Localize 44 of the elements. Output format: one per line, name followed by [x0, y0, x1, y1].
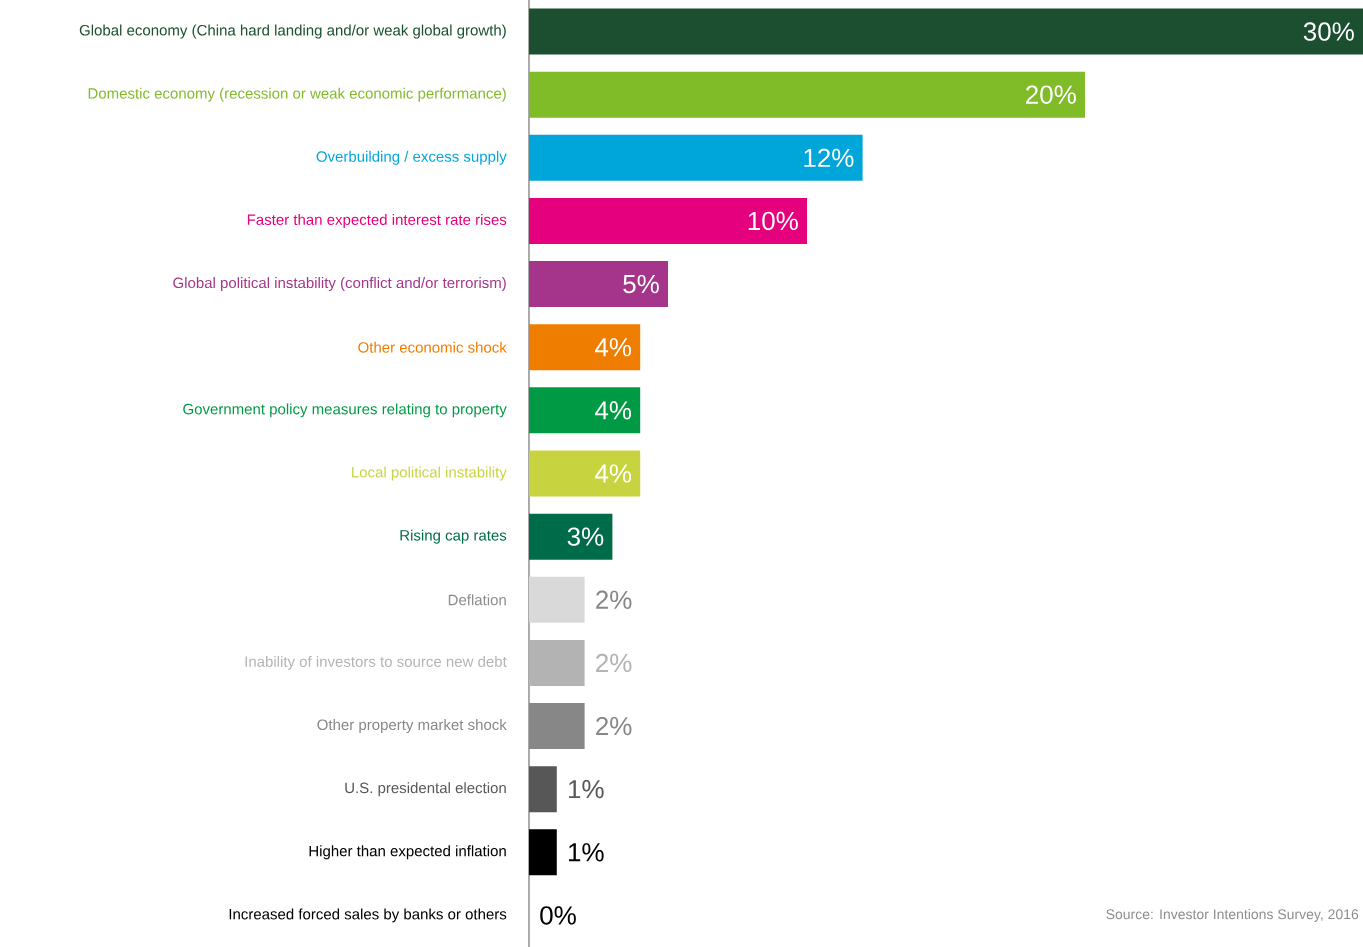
bar: [529, 8, 1363, 55]
data-label: 12%: [804, 148, 854, 167]
bar: [529, 71, 1086, 118]
data-label: 2%: [596, 590, 632, 609]
y-tick-label: Other property market shock: [317, 719, 507, 734]
data-label: 2%: [596, 716, 632, 736]
y-tick-label: Domestic economy (recession or weak economic performance): [88, 87, 506, 102]
y-tick-label: Rising cap rates: [400, 529, 507, 544]
data-label: 4%: [595, 338, 632, 357]
data-label: 0%: [540, 906, 576, 925]
data-label: 1%: [568, 843, 604, 862]
data-label: 10%: [748, 211, 798, 231]
y-tick-label: Increased forced sales by banks or others: [229, 908, 507, 923]
y-tick-label: Government policy measures relating to property: [183, 403, 507, 418]
data-label: 2%: [596, 653, 632, 673]
y-tick-label: Global political instability (conflict and/or terrorism): [173, 277, 506, 292]
y-tick-label: Other economic shock: [358, 341, 507, 353]
bar: [529, 513, 613, 560]
bar: [529, 829, 557, 876]
data-label: 3%: [567, 527, 604, 546]
annotation: Source: Investor Intentions Survey, 2016: [1106, 908, 1359, 922]
bar: [529, 639, 585, 686]
bar: [529, 197, 807, 244]
y-tick-label: Overbuilding / excess supply: [316, 150, 507, 165]
data-label: 30%: [1303, 22, 1354, 41]
y-tick-label: Local political instability: [352, 466, 507, 481]
y-tick-label: Inability of investors to source new debt: [245, 655, 507, 670]
data-label: 4%: [595, 464, 632, 483]
y-tick-label: Higher than expected inflation: [309, 845, 506, 860]
bar: [529, 387, 641, 434]
bar: [529, 134, 863, 181]
y-tick-label: Faster than expected interest rate rises: [247, 213, 507, 228]
y-tick-label: Deflation: [448, 594, 506, 606]
y-tick-label: Global economy (China hard landing and/or weak global growth): [79, 24, 506, 39]
bar: [529, 324, 641, 371]
data-label: 20%: [1026, 85, 1076, 104]
bar: [529, 703, 585, 750]
data-label: 4%: [595, 401, 632, 420]
bar: [529, 261, 668, 308]
data-label: 5%: [623, 274, 659, 294]
data-label: 1%: [568, 780, 604, 799]
bar: [529, 576, 585, 623]
bar: [529, 450, 641, 497]
y-tick-label: U.S. presidental election: [345, 782, 506, 797]
